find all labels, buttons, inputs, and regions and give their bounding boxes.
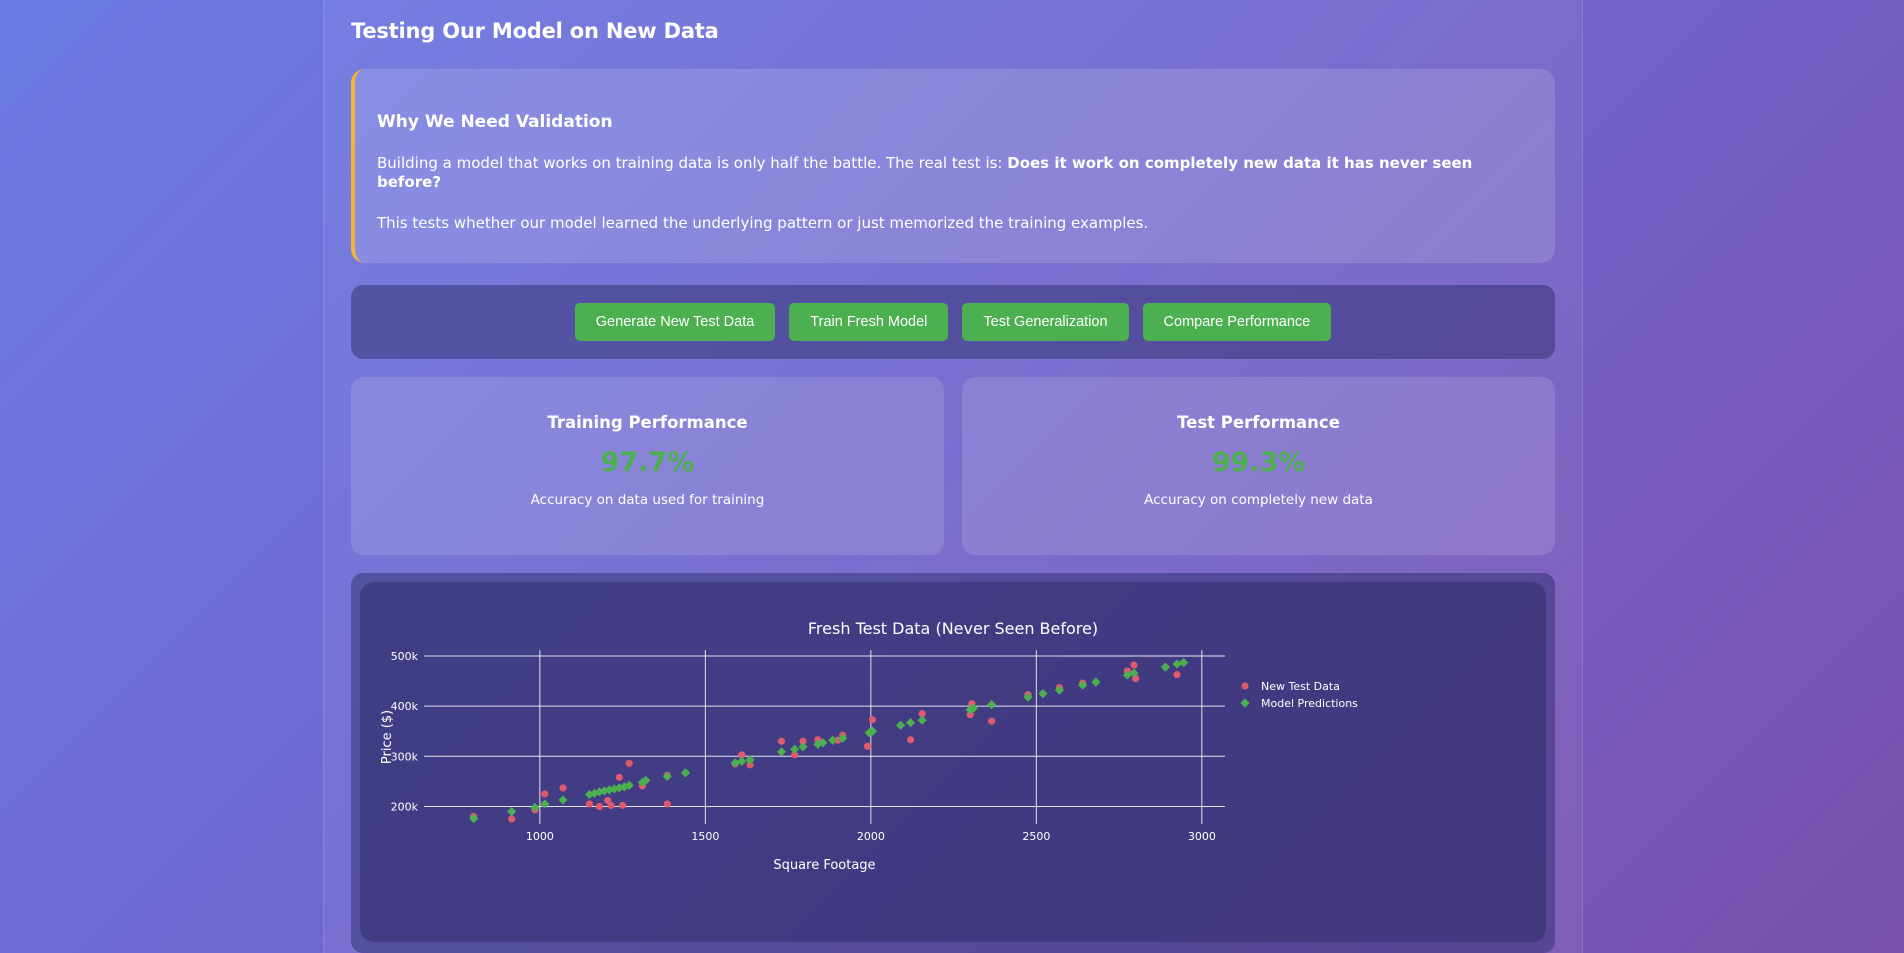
x-tick-label: 1000 xyxy=(526,830,554,843)
training-performance-description: Accuracy on data used for training xyxy=(530,492,765,508)
prediction-point[interactable] xyxy=(917,715,927,725)
x-tick-label: 1500 xyxy=(691,830,719,843)
legend-test-data-marker[interactable] xyxy=(1241,682,1249,690)
chart-title: Fresh Test Data (Never Seen Before) xyxy=(807,619,1099,638)
y-tick-label: 300k xyxy=(391,750,419,763)
test-data-point[interactable] xyxy=(966,711,974,719)
y-tick-label: 200k xyxy=(391,800,419,813)
prediction-point[interactable] xyxy=(1122,670,1132,680)
prediction-point[interactable] xyxy=(828,735,838,745)
test-data-point[interactable] xyxy=(746,761,754,769)
prediction-point[interactable] xyxy=(1160,662,1171,672)
training-performance-title: Training Performance xyxy=(547,413,748,432)
test-data-point[interactable] xyxy=(868,716,877,724)
prediction-point[interactable] xyxy=(838,733,848,743)
prediction-point[interactable] xyxy=(609,784,619,794)
validation-info-box: Why We Need Validation Building a model … xyxy=(351,69,1555,263)
prediction-point[interactable] xyxy=(614,783,624,793)
prediction-point[interactable] xyxy=(1023,692,1033,702)
prediction-point[interactable] xyxy=(813,739,823,749)
metrics-row: Training Performance 97.7% Accuracy on d… xyxy=(351,377,1555,555)
y-tick-label: 400k xyxy=(391,700,419,713)
prediction-point[interactable] xyxy=(790,744,800,754)
prediction-point[interactable] xyxy=(905,718,916,728)
test-data-point[interactable] xyxy=(618,801,627,810)
prediction-point[interactable] xyxy=(737,756,747,766)
main-content: Testing Our Model on New Data Why We Nee… xyxy=(323,0,1583,953)
test-data-point[interactable] xyxy=(918,710,926,718)
test-data-point[interactable] xyxy=(906,736,915,744)
prediction-point[interactable] xyxy=(745,755,755,765)
test-data-point[interactable] xyxy=(541,790,549,798)
prediction-point[interactable] xyxy=(1129,668,1139,678)
test-data-point[interactable] xyxy=(1173,670,1181,679)
chart-container: Fresh Test Data (Never Seen Before) 1000… xyxy=(351,573,1555,953)
prediction-point[interactable] xyxy=(641,775,651,785)
info-heading: Why We Need Validation xyxy=(377,112,613,132)
test-data-point[interactable] xyxy=(791,751,799,759)
test-data-point[interactable] xyxy=(559,784,567,792)
prediction-point[interactable] xyxy=(680,768,691,778)
legend-predictions-marker[interactable] xyxy=(1240,698,1250,708)
prediction-point[interactable] xyxy=(1179,657,1189,668)
legend-predictions-label: Model Predictions xyxy=(1261,697,1358,710)
info-paragraph: Building a model that works on training … xyxy=(377,154,1533,192)
x-tick-label: 2000 xyxy=(857,830,885,843)
test-data-point[interactable] xyxy=(738,751,746,759)
prediction-point[interactable] xyxy=(1091,677,1101,687)
prediction-point[interactable] xyxy=(624,780,634,790)
prediction-point[interactable] xyxy=(1054,685,1065,695)
prediction-point[interactable] xyxy=(1038,689,1048,699)
prediction-point[interactable] xyxy=(896,720,906,730)
prediction-point[interactable] xyxy=(987,700,997,710)
prediction-point[interactable] xyxy=(540,799,550,809)
scatter-plot[interactable]: 1000 1500 2000 2500 3000 200k 300k 400k 500k Squa… xyxy=(360,582,1546,942)
prediction-point[interactable] xyxy=(637,777,648,787)
info-paragraph-secondary: This tests whether our model learned the… xyxy=(377,214,1149,232)
generate-test-data-button[interactable]: Generate New Test Data xyxy=(574,303,776,341)
test-data-point[interactable] xyxy=(625,759,633,767)
test-data-point[interactable] xyxy=(607,801,615,810)
prediction-point[interactable] xyxy=(1078,680,1088,690)
prediction-point[interactable] xyxy=(776,747,787,757)
prediction-point[interactable] xyxy=(1172,659,1182,669)
info-paragraph-emphasis: Does it work on completely new data it h… xyxy=(377,154,1473,191)
page-title: Testing Our Model on New Data xyxy=(351,19,719,43)
prediction-point[interactable] xyxy=(558,795,568,805)
test-data-point[interactable] xyxy=(615,773,623,781)
test-performance-title: Test Performance xyxy=(1177,413,1340,432)
prediction-point[interactable] xyxy=(730,758,740,768)
info-paragraph-text: Building a model that works on training … xyxy=(377,154,1008,172)
y-tick-label: 500k xyxy=(391,650,419,663)
test-data-point[interactable] xyxy=(508,815,516,823)
x-axis-label: Square Footage xyxy=(773,858,875,873)
prediction-point[interactable] xyxy=(662,771,672,781)
x-tick-label: 2500 xyxy=(1022,830,1050,843)
test-data-point[interactable] xyxy=(663,800,671,808)
x-tick-label: 3000 xyxy=(1188,830,1216,843)
chart-panel: Fresh Test Data (Never Seen Before) 1000… xyxy=(360,582,1546,942)
test-data-point[interactable] xyxy=(863,742,872,750)
test-performance-description: Accuracy on completely new data xyxy=(1144,492,1373,508)
prediction-point[interactable] xyxy=(798,742,808,752)
test-data-point[interactable] xyxy=(777,737,786,745)
training-performance-value: 97.7% xyxy=(600,447,695,478)
test-data-point[interactable] xyxy=(585,800,594,808)
test-performance-value: 99.3% xyxy=(1211,447,1306,478)
train-model-button[interactable]: Train Fresh Model xyxy=(789,303,949,341)
legend-test-data-label: New Test Data xyxy=(1261,680,1340,693)
compare-performance-button[interactable]: Compare Performance xyxy=(1142,303,1332,341)
test-data-point[interactable] xyxy=(988,717,996,725)
test-data-point[interactable] xyxy=(799,737,807,745)
test-generalization-button[interactable]: Test Generalization xyxy=(962,303,1129,341)
prediction-point[interactable] xyxy=(507,806,517,817)
test-performance-card: Test Performance 99.3% Accuracy on compl… xyxy=(962,377,1555,555)
action-toolbar: Generate New Test Data Train Fresh Model… xyxy=(351,285,1555,359)
test-data-point[interactable] xyxy=(595,802,604,811)
training-performance-card: Training Performance 97.7% Accuracy on d… xyxy=(351,377,944,555)
test-data-point[interactable] xyxy=(1130,661,1138,669)
y-axis-label: Price ($) xyxy=(380,710,395,764)
